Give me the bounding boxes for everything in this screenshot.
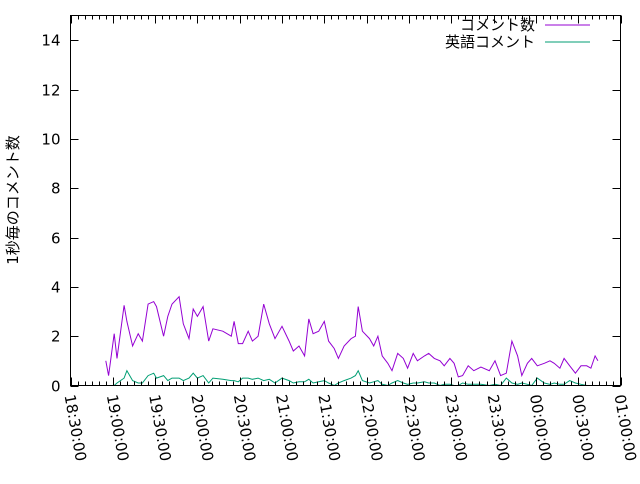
- y-tick-label: 2: [51, 328, 61, 346]
- y-tick-label: 12: [41, 82, 60, 100]
- x-tick-label: 19:30:00: [145, 393, 174, 462]
- x-tick-label: 21:30:00: [314, 393, 343, 462]
- series-line-1: [105, 295, 599, 378]
- x-tick-label: 20:00:00: [187, 393, 216, 462]
- plot-frame: [70, 15, 621, 386]
- y-axis-label: 1秒毎のコメント数: [4, 135, 22, 265]
- y-tick-label: 4: [51, 279, 61, 297]
- x-tick-label: 23:00:00: [441, 393, 470, 462]
- x-tick-label: 21:00:00: [272, 393, 301, 462]
- legend-label: コメント数: [460, 16, 535, 34]
- y-tick-label: 10: [41, 131, 60, 149]
- x-tick-label: 00:30:00: [568, 393, 597, 462]
- x-tick-label: 22:00:00: [357, 393, 386, 462]
- x-tick-label: 01:00:00: [611, 393, 640, 462]
- y-axis: 0 2 4 6 8 10 12 14: [41, 32, 621, 396]
- y-tick-label: 8: [51, 180, 61, 198]
- y-tick-label: 6: [51, 230, 61, 248]
- legend-label: 英語コメント: [445, 33, 535, 51]
- y-tick-label: 0: [51, 378, 61, 396]
- x-tick-label: 23:30:00: [484, 393, 513, 462]
- x-tick-label: 22:30:00: [399, 393, 428, 462]
- x-tick-label: 18:30:00: [61, 393, 90, 462]
- x-tick-label: 00:00:00: [526, 393, 555, 462]
- plot-lines: [105, 295, 599, 387]
- y-tick-label: 14: [41, 32, 60, 50]
- x-axis: 18:30:00 19:00:00 19:30:00 20:00:00 20:30:00…: [61, 15, 640, 463]
- x-tick-label: 19:00:00: [103, 393, 132, 462]
- series-line-2: [113, 369, 591, 387]
- x-tick-label: 20:30:00: [230, 393, 259, 462]
